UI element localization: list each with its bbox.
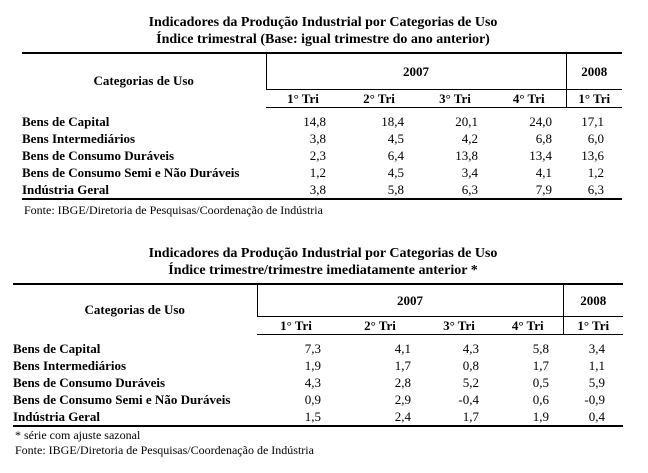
table2-title: Indicadores da Produção Industrial por C…: [148, 246, 498, 261]
cell-value: 2,9: [394, 392, 411, 407]
table2-subtitle: Índice trimestre/trimestre imediatamente…: [168, 263, 478, 278]
cell-value: 6,8: [535, 131, 552, 146]
cell-value: 4,3: [304, 375, 321, 390]
cell-value: 1,9: [304, 358, 321, 373]
cell-value: 4,5: [387, 165, 404, 180]
table1-source: Fonte: IBGE/Diretoria de Pesquisas/Coord…: [24, 203, 323, 217]
table2-header-quarter: 1° Tri: [562, 315, 623, 335]
table1-header-quarter: 2° Tri: [340, 88, 418, 108]
table1-section: Indicadores da Produção Industrial por C…: [20, 14, 626, 48]
table2-header-year-2008: 2008: [562, 283, 623, 316]
row-label: Bens de Capital: [22, 114, 110, 129]
table1: Categorias de Uso 2007 2008 1° Tri 2° Tr…: [22, 52, 622, 200]
table2-note: * série com ajuste sazonal: [15, 428, 141, 442]
table2-header-quarter: 4° Tri: [493, 315, 563, 335]
row-label: Bens de Consumo Semi e Não Duráveis: [22, 165, 240, 180]
row-label: Bens de Consumo Duráveis: [22, 148, 175, 163]
cell-value: 24,0: [529, 114, 552, 129]
cell-value: 5,9: [588, 375, 605, 390]
row-label: Bens de Consumo Duráveis: [13, 375, 166, 390]
table-row: Bens de Consumo Duráveis 2,3 6,4 13,8 13…: [22, 147, 622, 164]
row-label: Indústria Geral: [22, 181, 266, 200]
cell-value: 1,7: [532, 358, 549, 373]
table-row: Bens de Capital 7,3 4,1 4,3 5,8 3,4: [13, 340, 623, 357]
table-row: Indústria Geral 3,8 5,8 6,3 7,9 6,3: [22, 181, 622, 200]
cell-value: 0,4: [563, 408, 623, 427]
cell-value: 13,6: [581, 148, 604, 163]
cell-value: 4,1: [535, 165, 552, 180]
cell-value: 0,9: [304, 392, 321, 407]
table1-header-year-2007: 2007: [265, 52, 566, 89]
cell-value: 0,6: [532, 392, 549, 407]
cell-value: 2,4: [335, 408, 425, 427]
row-label: Bens Intermediários: [22, 131, 136, 146]
cell-value: 0,5: [532, 375, 549, 390]
row-label: Bens de Capital: [13, 341, 101, 356]
cell-value: 3,4: [461, 165, 478, 180]
table2-header-category: Categorias de Uso: [13, 283, 257, 334]
table2-header-quarter: 1° Tri: [257, 315, 335, 335]
cell-value: 4,2: [461, 131, 478, 146]
cell-value: 18,4: [381, 114, 404, 129]
cell-value: 1,5: [257, 408, 335, 427]
table1-header-quarter: 3° Tri: [418, 88, 492, 108]
cell-value: 17,1: [581, 114, 604, 129]
table2: Categorias de Uso 2007 2008 1° Tri 2° Tr…: [13, 283, 623, 427]
table1-header-year-2008: 2008: [565, 52, 622, 89]
table2-section: Indicadores da Produção Industrial por C…: [20, 245, 626, 279]
table1-subtitle: Índice trimestral (Base: igual trimestre…: [156, 32, 490, 47]
cell-value: 1,1: [588, 358, 605, 373]
cell-value: 2,8: [394, 375, 411, 390]
cell-value: -0,9: [584, 392, 605, 407]
table1-header-category: Categorias de Uso: [22, 52, 266, 107]
cell-value: 1,7: [394, 358, 411, 373]
table1-title: Indicadores da Produção Industrial por C…: [148, 15, 498, 30]
table-row: Bens de Consumo Duráveis 4,3 2,8 5,2 0,5…: [13, 374, 623, 391]
table-row: Bens de Consumo Semi e Não Duráveis 0,9 …: [13, 391, 623, 408]
row-label: Bens de Consumo Semi e Não Duráveis: [13, 392, 231, 407]
cell-value: 4,3: [462, 341, 479, 356]
table2-source: Fonte: IBGE/Diretoria de Pesquisas/Coord…: [15, 443, 314, 457]
cell-value: 4,1: [394, 341, 411, 356]
table2-header-quarter: 3° Tri: [425, 315, 493, 335]
table-row: Bens de Capital 14,8 18,4 20,1 24,0 17,1: [22, 113, 622, 130]
cell-value: 3,8: [266, 181, 340, 200]
table2-header-quarter: 2° Tri: [335, 315, 425, 335]
cell-value: 1,7: [425, 408, 493, 427]
cell-value: 5,8: [340, 181, 418, 200]
cell-value: 6,0: [587, 131, 604, 146]
cell-value: 5,2: [462, 375, 479, 390]
cell-value: 20,1: [455, 114, 478, 129]
row-label: Bens Intermediários: [13, 358, 127, 373]
cell-value: 14,8: [303, 114, 326, 129]
cell-value: 5,8: [532, 341, 549, 356]
cell-value: 3,8: [309, 131, 326, 146]
cell-value: 7,3: [304, 341, 321, 356]
table2-header-year-2007: 2007: [256, 283, 563, 316]
cell-value: -0,4: [458, 392, 479, 407]
table1-header-quarter: 1° Tri: [565, 88, 622, 108]
row-label: Indústria Geral: [13, 408, 257, 427]
cell-value: 1,9: [493, 408, 563, 427]
cell-value: 1,2: [309, 165, 326, 180]
cell-value: 1,2: [587, 165, 604, 180]
table-row: Bens de Consumo Semi e Não Duráveis 1,2 …: [22, 164, 622, 181]
cell-value: 0,8: [462, 358, 479, 373]
table1-header-quarter: 4° Tri: [492, 88, 566, 108]
cell-value: 7,9: [492, 181, 566, 200]
table1-header-quarter: 1° Tri: [266, 88, 340, 108]
cell-value: 6,3: [418, 181, 492, 200]
cell-value: 13,8: [455, 148, 478, 163]
cell-value: 4,5: [387, 131, 404, 146]
table-row: Bens Intermediários 1,9 1,7 0,8 1,7 1,1: [13, 357, 623, 374]
cell-value: 6,4: [387, 148, 404, 163]
cell-value: 2,3: [309, 148, 326, 163]
cell-value: 6,3: [566, 181, 622, 200]
cell-value: 3,4: [588, 341, 605, 356]
table-row: Bens Intermediários 3,8 4,5 4,2 6,8 6,0: [22, 130, 622, 147]
cell-value: 13,4: [529, 148, 552, 163]
table-row: Indústria Geral 1,5 2,4 1,7 1,9 0,4: [13, 408, 623, 427]
